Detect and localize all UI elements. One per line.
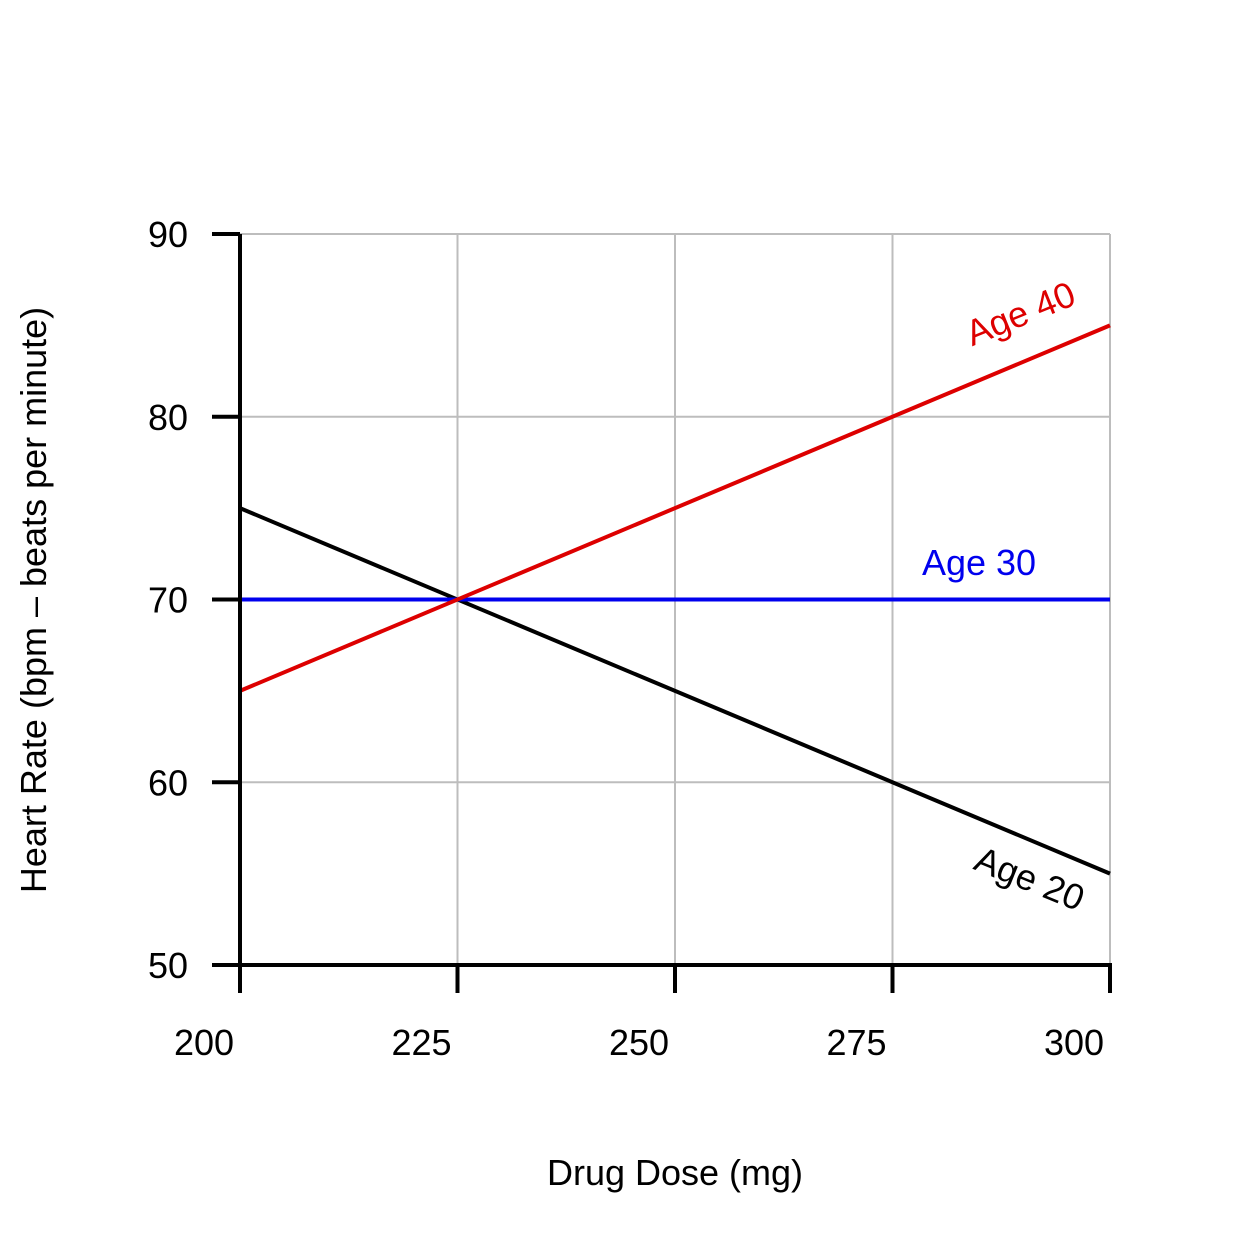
y-tick-label: 60 xyxy=(148,762,188,803)
y-axis-title: Heart Rate (bpm – beats per minute) xyxy=(13,307,54,893)
series-line xyxy=(239,506,1111,876)
series-label: Age 40 xyxy=(960,273,1081,354)
y-tick-label: 90 xyxy=(148,214,188,255)
x-axis-title: Drug Dose (mg) xyxy=(547,1152,803,1193)
y-tick-label: 70 xyxy=(148,580,188,621)
x-tick-label: 225 xyxy=(391,1022,451,1063)
x-tick-label: 300 xyxy=(1044,1022,1104,1063)
series-label: Age 30 xyxy=(922,542,1036,583)
x-tick-label: 275 xyxy=(826,1022,886,1063)
axes: 50 60 70 80 90 200 225 250 275 300 xyxy=(148,214,1112,1063)
series-label: Age 20 xyxy=(969,838,1090,919)
x-tick-label: 200 xyxy=(174,1022,234,1063)
y-tick-label: 50 xyxy=(148,945,188,986)
y-tick-label: 80 xyxy=(148,397,188,438)
series-line xyxy=(239,323,1111,693)
series-lines xyxy=(239,323,1111,876)
x-tick-label: 250 xyxy=(609,1022,669,1063)
